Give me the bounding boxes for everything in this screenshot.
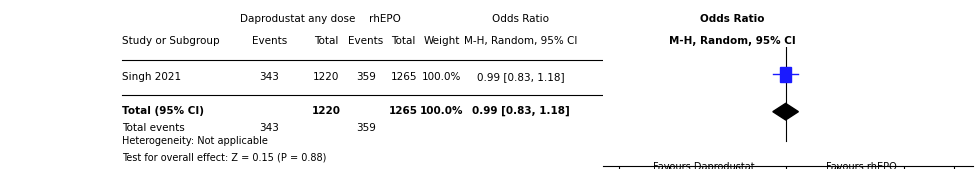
Text: 100.0%: 100.0% [420,106,463,116]
Text: Weight: Weight [423,36,459,46]
Text: 343: 343 [259,72,279,82]
Text: 359: 359 [356,123,376,133]
Text: M-H, Random, 95% CI: M-H, Random, 95% CI [464,36,577,46]
Text: Total events: Total events [122,123,184,133]
Text: M-H, Random, 95% CI: M-H, Random, 95% CI [669,36,796,46]
Text: 1220: 1220 [313,72,339,82]
Bar [780,67,791,82]
Text: Favours rhEPO: Favours rhEPO [826,162,897,169]
Text: Favours Daprodustat: Favours Daprodustat [652,162,755,169]
Polygon shape [773,103,799,120]
Text: 1265: 1265 [389,106,418,116]
Text: 0.99 [0.83, 1.18]: 0.99 [0.83, 1.18] [472,106,569,116]
Text: Study or Subgroup: Study or Subgroup [122,36,219,46]
Text: rhEPO: rhEPO [369,14,401,24]
Text: Total (95% CI): Total (95% CI) [122,106,204,116]
Text: Test for overall effect: Z = 0.15 (P = 0.88): Test for overall effect: Z = 0.15 (P = 0… [122,153,327,163]
Text: Odds Ratio: Odds Ratio [700,14,764,24]
Text: 0.99 [0.83, 1.18]: 0.99 [0.83, 1.18] [477,72,565,82]
Text: Total: Total [392,36,416,46]
Text: Odds Ratio: Odds Ratio [492,14,549,24]
Text: Daprodustat any dose: Daprodustat any dose [240,14,355,24]
Text: Singh 2021: Singh 2021 [122,72,181,82]
Text: 1265: 1265 [390,72,417,82]
Text: Events: Events [252,36,287,46]
Text: Events: Events [348,36,383,46]
Text: 1220: 1220 [311,106,340,116]
Text: 359: 359 [356,72,376,82]
Text: Total: Total [314,36,338,46]
Text: Heterogeneity: Not applicable: Heterogeneity: Not applicable [122,136,268,146]
Text: 100.0%: 100.0% [422,72,461,82]
Text: 343: 343 [259,123,279,133]
